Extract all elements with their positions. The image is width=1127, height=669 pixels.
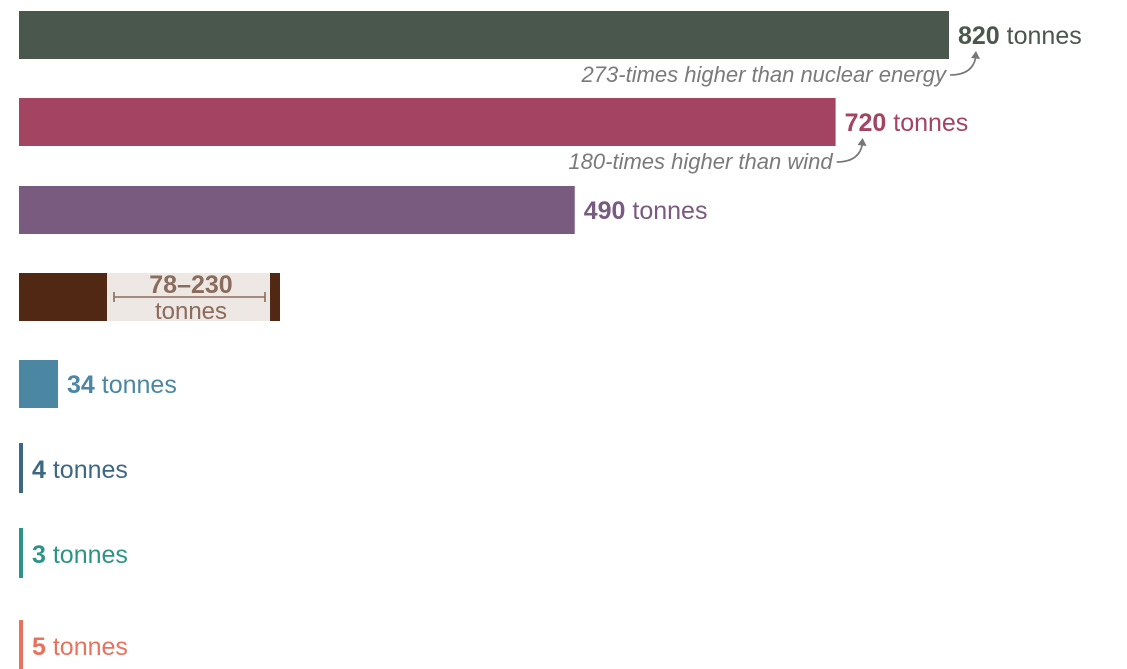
value-unit: tonnes — [886, 109, 968, 137]
bar-7 — [19, 620, 23, 669]
value-unit: tonnes — [95, 371, 177, 399]
value-label-7: 5 tonnes — [32, 633, 128, 661]
value-unit-3: tonnes — [155, 298, 227, 325]
value-label-6: 3 tonnes — [32, 541, 128, 569]
bar-0 — [19, 11, 949, 59]
value-number: 820 — [958, 22, 1000, 50]
value-unit: tonnes — [1000, 22, 1082, 50]
bar-2 — [19, 186, 575, 234]
annotation-1: 180-times higher than wind — [568, 149, 833, 174]
value-unit: tonnes — [46, 456, 128, 484]
bar-range-base — [19, 273, 107, 321]
annotation-0: 273-times higher than nuclear energy — [581, 62, 948, 87]
value-unit: tonnes — [46, 633, 128, 661]
value-number: 490 — [584, 197, 626, 225]
value-unit: tonnes — [625, 197, 707, 225]
bar-6 — [19, 528, 23, 578]
bar-range-end — [270, 273, 280, 321]
bar-4 — [19, 360, 58, 408]
value-unit: tonnes — [46, 541, 128, 569]
value-label-0: 820 tonnes — [958, 22, 1082, 50]
bar-5 — [19, 443, 23, 493]
note-arrowhead-0 — [971, 51, 980, 59]
value-number: 4 — [32, 456, 46, 484]
value-label-3: 78–230 — [149, 271, 232, 299]
value-number: 34 — [67, 371, 95, 399]
value-number: 3 — [32, 541, 46, 569]
bar-1 — [19, 98, 836, 146]
value-label-2: 490 tonnes — [584, 197, 708, 225]
value-label-5: 4 tonnes — [32, 456, 128, 484]
note-arrowhead-1 — [857, 138, 867, 146]
value-label-4: 34 tonnes — [67, 371, 177, 399]
value-number: 5 — [32, 633, 46, 661]
value-number: 720 — [845, 109, 887, 137]
value-label-1: 720 tonnes — [845, 109, 969, 137]
